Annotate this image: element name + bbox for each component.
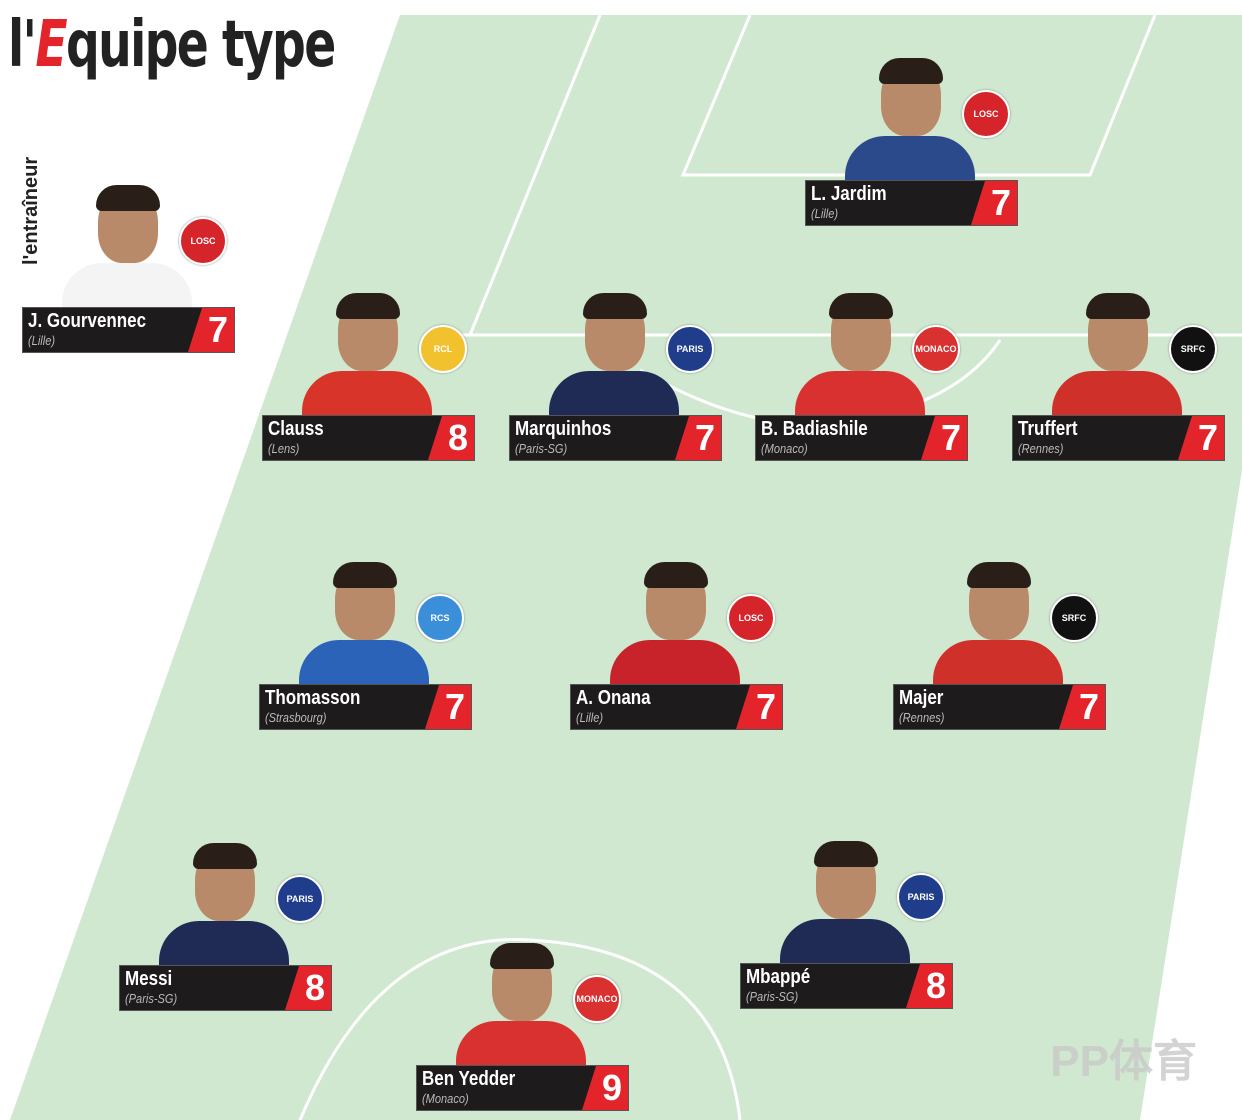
coach-name: J. Gourvennec <box>28 310 147 332</box>
player-club: (Rennes) <box>899 710 945 725</box>
player-score: 9 <box>582 1066 628 1110</box>
player-club: (Lens) <box>268 441 300 456</box>
player-name: Thomasson <box>265 687 361 709</box>
coach-club: (Lille) <box>28 333 56 348</box>
player-name: Ben Yedder <box>422 1068 516 1090</box>
club-badge-icon: MONACO <box>912 325 960 373</box>
player-photo <box>549 293 679 417</box>
player-photo <box>933 562 1063 686</box>
name-plate: A. Onana (Lille) 7 <box>570 684 783 730</box>
player-score: 7 <box>675 416 721 460</box>
player-photo <box>845 58 975 182</box>
player-score: 7 <box>736 685 782 729</box>
club-badge-icon: PARIS <box>276 875 324 923</box>
club-badge-icon: LOSC <box>179 217 227 265</box>
player-card: RCL Clauss (Lens) 8 <box>262 246 475 461</box>
player-name: A. Onana <box>576 687 651 709</box>
player-name: B. Badiashile <box>761 418 868 440</box>
club-badge-icon: LOSC <box>962 90 1010 138</box>
player-name: Messi <box>125 968 173 990</box>
player-photo <box>159 843 289 967</box>
name-plate: Mbappé (Paris-SG) 8 <box>740 963 953 1009</box>
name-plate: Messi (Paris-SG) 8 <box>119 965 332 1011</box>
player-score: 7 <box>425 685 471 729</box>
name-plate: Marquinhos (Paris-SG) 7 <box>509 415 722 461</box>
name-plate: B. Badiashile (Monaco) 7 <box>755 415 968 461</box>
player-name: Majer <box>899 687 944 709</box>
player-card: MONACO Ben Yedder (Monaco) 9 <box>416 896 629 1111</box>
name-plate: Majer (Rennes) 7 <box>893 684 1106 730</box>
watermark: PP体育 <box>1050 1037 1197 1086</box>
club-badge-icon: MONACO <box>573 975 621 1023</box>
player-photo <box>780 841 910 965</box>
player-photo <box>795 293 925 417</box>
club-badge-icon: RCS <box>416 594 464 642</box>
player-name: Mbappé <box>746 966 811 988</box>
name-plate: Thomasson (Strasbourg) 7 <box>259 684 472 730</box>
player-photo <box>1052 293 1182 417</box>
player-club: (Paris-SG) <box>515 441 568 456</box>
player-card: MONACO B. Badiashile (Monaco) 7 <box>755 246 968 461</box>
player-score: 8 <box>906 964 952 1008</box>
coach-score: 7 <box>188 308 234 352</box>
player-photo <box>610 562 740 686</box>
player-club: (Paris-SG) <box>125 991 178 1006</box>
player-score: 7 <box>971 181 1017 225</box>
player-club: (Lille) <box>811 206 839 221</box>
club-badge-icon: PARIS <box>666 325 714 373</box>
player-card: PARIS Mbappé (Paris-SG) 8 <box>740 794 953 1009</box>
name-plate: Ben Yedder (Monaco) 9 <box>416 1065 629 1111</box>
club-badge-icon: SRFC <box>1169 325 1217 373</box>
player-card: RCS Thomasson (Strasbourg) 7 <box>259 515 472 730</box>
player-card: LOSC L. Jardim (Lille) 7 <box>805 11 1018 226</box>
club-badge-icon: RCL <box>419 325 467 373</box>
player-club: (Monaco) <box>761 441 808 456</box>
player-card: PARIS Marquinhos (Paris-SG) 7 <box>509 246 722 461</box>
player-photo <box>299 562 429 686</box>
coach-card: LOSC J. Gourvennec (Lille) 7 <box>22 110 235 353</box>
player-card: PARIS Messi (Paris-SG) 8 <box>119 796 332 1011</box>
player-card: LOSC A. Onana (Lille) 7 <box>570 515 783 730</box>
club-badge-icon: SRFC <box>1050 594 1098 642</box>
player-name: Marquinhos <box>515 418 612 440</box>
player-score: 8 <box>285 966 331 1010</box>
player-photo <box>302 293 432 417</box>
club-badge-icon: PARIS <box>897 873 945 921</box>
player-card: SRFC Truffert (Rennes) 7 <box>1012 246 1225 461</box>
player-club: (Monaco) <box>422 1091 469 1106</box>
player-name: Truffert <box>1018 418 1078 440</box>
name-plate: L. Jardim (Lille) 7 <box>805 180 1018 226</box>
player-photo <box>456 943 586 1067</box>
name-plate: Clauss (Lens) 8 <box>262 415 475 461</box>
player-score: 7 <box>921 416 967 460</box>
player-score: 7 <box>1178 416 1224 460</box>
player-club: (Strasbourg) <box>265 710 327 725</box>
player-name: L. Jardim <box>811 183 887 205</box>
player-card: SRFC Majer (Rennes) 7 <box>893 515 1106 730</box>
page-title: l'Equipe type <box>8 8 336 82</box>
player-score: 8 <box>428 416 474 460</box>
player-name: Clauss <box>268 418 324 440</box>
coach-photo <box>62 185 192 309</box>
player-score: 7 <box>1059 685 1105 729</box>
name-plate: J. Gourvennec (Lille) 7 <box>22 307 235 353</box>
club-badge-icon: LOSC <box>727 594 775 642</box>
player-club: (Lille) <box>576 710 604 725</box>
name-plate: Truffert (Rennes) 7 <box>1012 415 1225 461</box>
player-club: (Paris-SG) <box>746 989 799 1004</box>
player-club: (Rennes) <box>1018 441 1064 456</box>
